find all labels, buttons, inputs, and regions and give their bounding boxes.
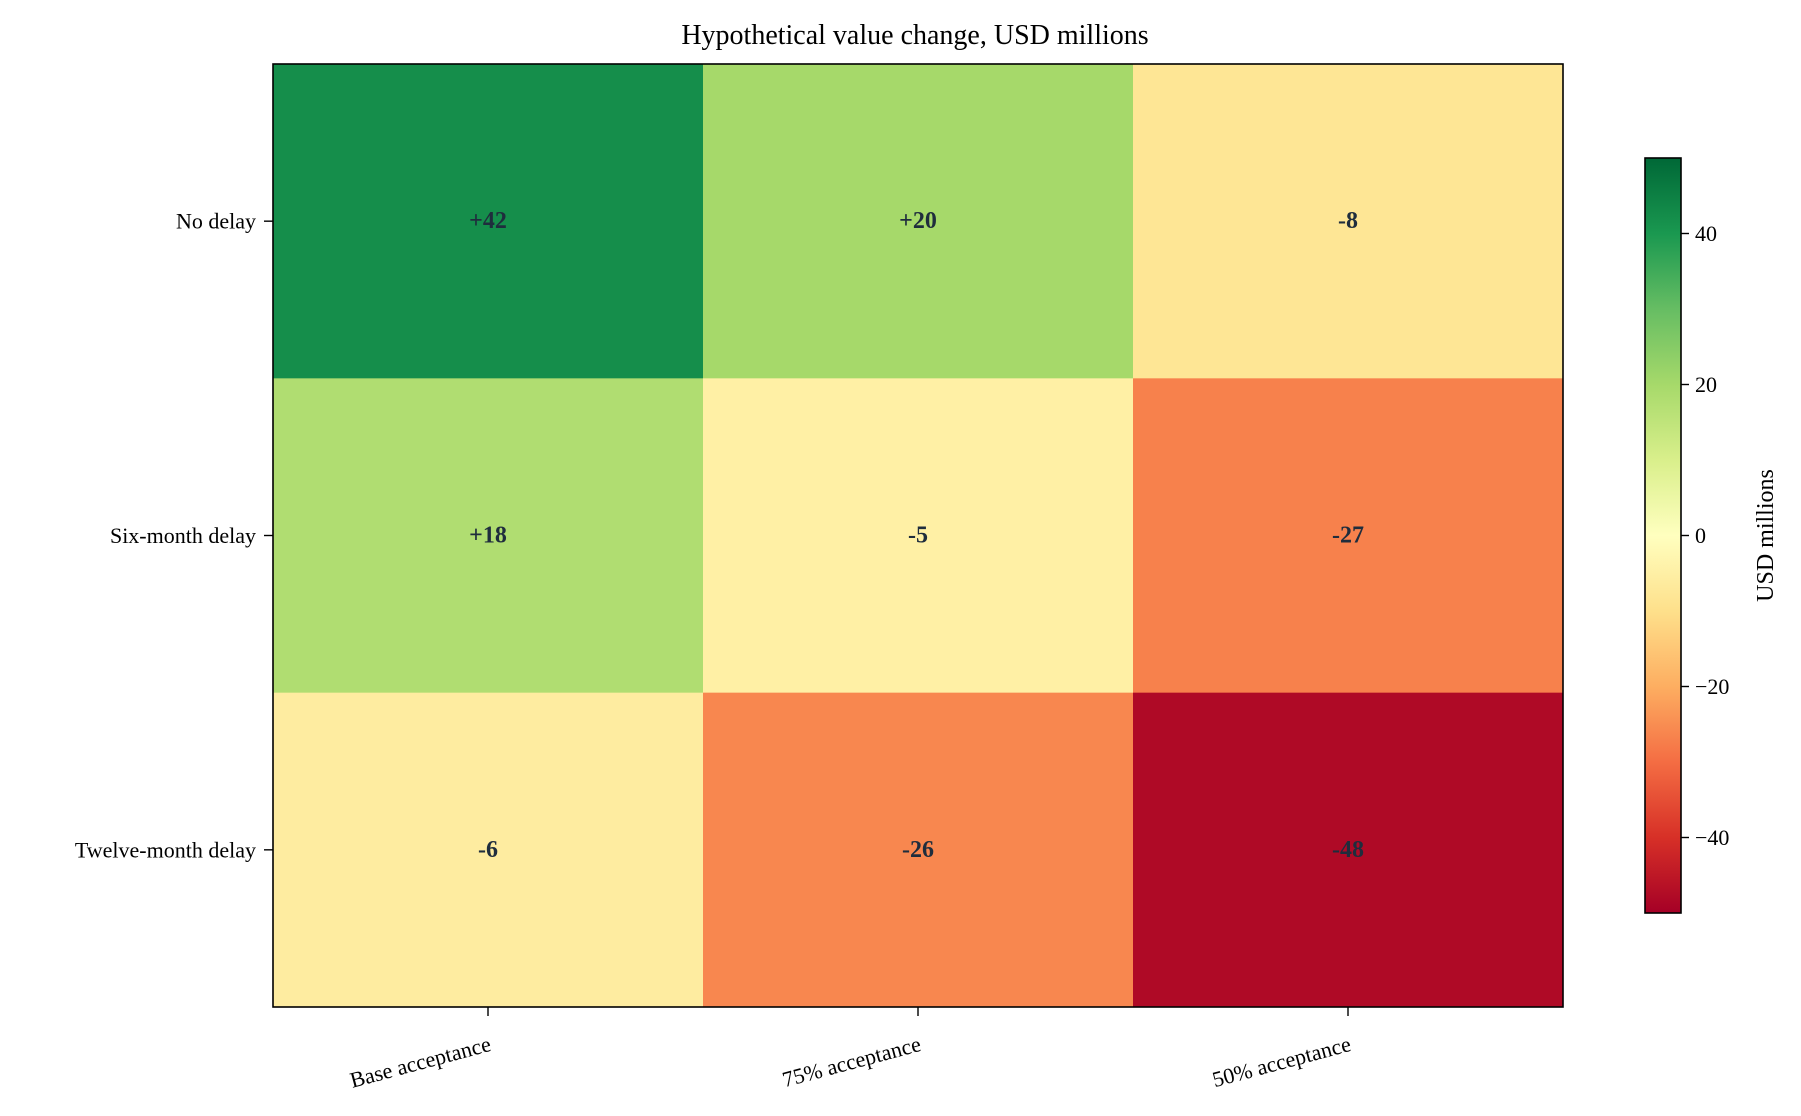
- heatmap-cell: [1133, 64, 1564, 379]
- colorbar-tick-label: −40: [1695, 825, 1729, 850]
- y-axis: No delay Six-month delay Twelve-month dela…: [75, 209, 273, 862]
- cell-value-label: -5: [908, 523, 928, 549]
- heatmap-cell: [703, 378, 1134, 694]
- cell-value-label: -8: [1338, 208, 1358, 234]
- heatmap-cell: [703, 64, 1134, 379]
- colorbar-label: USD millions: [1753, 469, 1779, 602]
- heatmap-cell: [273, 64, 704, 379]
- y-tick-label: Six-month delay: [110, 523, 256, 548]
- heatmap-cell: [273, 692, 704, 1008]
- cell-value-label: +42: [469, 208, 507, 234]
- heatmap-cell: [1133, 378, 1564, 694]
- heatmap-cell: [703, 692, 1134, 1008]
- colorbar-tick-label: 0: [1695, 523, 1706, 548]
- colorbar-tick-label: −20: [1695, 674, 1729, 699]
- x-tick-label: Base acceptance: [347, 1031, 493, 1093]
- y-tick-label: Twelve-month delay: [75, 837, 256, 862]
- y-tick-label: No delay: [176, 209, 256, 234]
- heatmap-cells: [273, 64, 1564, 1008]
- x-tick-label: 50% acceptance: [1210, 1031, 1354, 1092]
- cell-value-labels: +42 +20 -8 +18 -5 -27 -6 -26 -48: [469, 208, 1364, 863]
- x-tick-label: 75% acceptance: [780, 1031, 924, 1092]
- colorbar: 40 20 0 −20 −40 USD millions: [1644, 157, 1779, 914]
- colorbar-gradient: [1645, 158, 1681, 913]
- heatmap-cell: [273, 378, 704, 694]
- cell-value-label: -26: [902, 837, 934, 863]
- cell-value-label: +20: [899, 208, 937, 234]
- cell-value-label: +18: [469, 523, 507, 549]
- chart-title: Hypothetical value change, USD millions: [681, 20, 1148, 51]
- x-axis: Base acceptance 75% acceptance 50% accepta…: [347, 1007, 1353, 1093]
- colorbar-ticks: 40 20 0 −20 −40: [1681, 221, 1729, 850]
- colorbar-tick-label: 40: [1695, 221, 1717, 246]
- cell-value-label: -27: [1332, 523, 1364, 549]
- heatmap-cell: [1133, 692, 1564, 1008]
- colorbar-tick-label: 20: [1695, 372, 1717, 397]
- cell-value-label: -6: [478, 837, 498, 863]
- cell-value-label: -48: [1332, 837, 1364, 863]
